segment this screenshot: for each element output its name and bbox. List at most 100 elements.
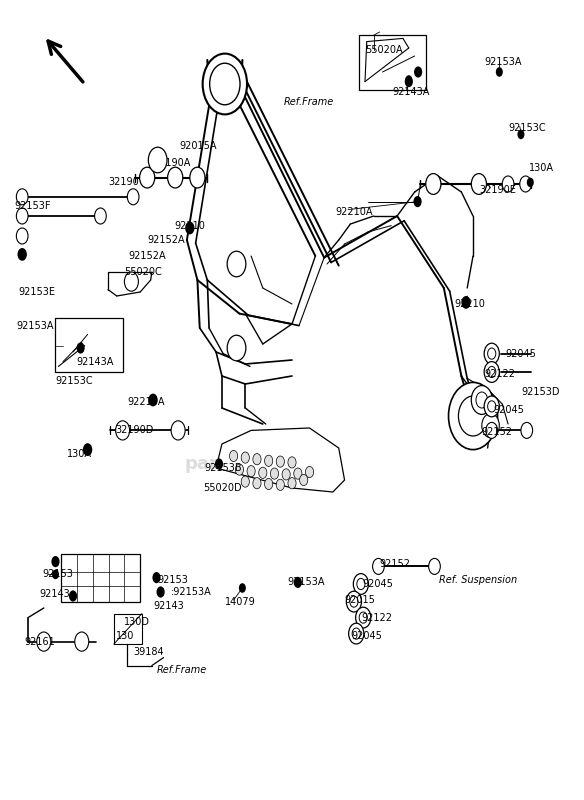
Circle shape	[210, 63, 240, 105]
Circle shape	[300, 474, 308, 486]
Circle shape	[484, 362, 499, 382]
Circle shape	[482, 414, 499, 438]
Text: 92210A: 92210A	[336, 207, 373, 217]
Text: A: A	[237, 259, 242, 269]
Text: 92122: 92122	[361, 613, 392, 622]
Circle shape	[230, 450, 238, 462]
Circle shape	[51, 556, 60, 567]
Text: 92143A: 92143A	[76, 357, 113, 366]
Text: Ref. Suspension: Ref. Suspension	[439, 575, 517, 585]
Circle shape	[83, 443, 92, 456]
Text: 92153E: 92153E	[19, 287, 55, 297]
Bar	[61, 554, 140, 602]
Circle shape	[414, 66, 422, 78]
Text: Ref.Frame: Ref.Frame	[283, 98, 333, 107]
Circle shape	[265, 478, 273, 490]
Text: 92152: 92152	[482, 427, 513, 437]
Text: 92143: 92143	[40, 589, 71, 598]
Circle shape	[75, 632, 89, 651]
Circle shape	[157, 586, 165, 598]
Circle shape	[471, 386, 492, 414]
Circle shape	[235, 464, 244, 475]
Text: 130: 130	[116, 631, 134, 641]
Circle shape	[16, 189, 28, 205]
Circle shape	[77, 342, 85, 354]
Text: partsRocket: partsRocket	[185, 455, 306, 473]
Text: 92045: 92045	[352, 631, 383, 641]
Text: 92153B: 92153B	[204, 463, 242, 473]
Text: A: A	[237, 343, 242, 353]
Circle shape	[215, 458, 223, 470]
Circle shape	[517, 130, 524, 139]
Circle shape	[458, 396, 488, 436]
Text: 92045: 92045	[362, 579, 393, 589]
Text: Ref.Frame: Ref.Frame	[157, 666, 207, 675]
Text: 92153C: 92153C	[508, 123, 545, 133]
Circle shape	[253, 478, 261, 489]
Text: 92143: 92143	[153, 602, 184, 611]
Circle shape	[426, 174, 441, 194]
Circle shape	[190, 167, 205, 188]
Circle shape	[282, 469, 290, 480]
Bar	[55, 318, 123, 372]
Text: 55020C: 55020C	[124, 267, 162, 277]
Circle shape	[253, 454, 261, 465]
Circle shape	[116, 421, 130, 440]
Circle shape	[405, 76, 413, 87]
Circle shape	[203, 54, 247, 114]
Circle shape	[16, 208, 28, 224]
Circle shape	[276, 456, 284, 467]
Circle shape	[294, 468, 302, 479]
Text: 92153D: 92153D	[521, 387, 559, 397]
Polygon shape	[216, 428, 345, 492]
Text: 92161: 92161	[25, 637, 55, 646]
Text: 92122: 92122	[485, 370, 516, 379]
Circle shape	[227, 335, 246, 361]
Text: A: A	[158, 155, 164, 165]
Text: 92152A: 92152A	[128, 251, 166, 261]
Circle shape	[373, 558, 384, 574]
Text: 55020A: 55020A	[365, 45, 402, 54]
Text: 92153C: 92153C	[55, 376, 93, 386]
Text: 92045: 92045	[493, 405, 524, 414]
Text: 92153: 92153	[42, 570, 73, 579]
Text: 39184: 39184	[133, 647, 164, 657]
Bar	[114, 614, 142, 644]
Text: 92153A: 92153A	[16, 322, 54, 331]
Circle shape	[140, 167, 155, 188]
Circle shape	[305, 466, 314, 478]
Circle shape	[185, 222, 194, 234]
Circle shape	[241, 476, 249, 487]
Circle shape	[353, 574, 369, 594]
Circle shape	[486, 422, 498, 438]
Text: 92210: 92210	[454, 299, 485, 309]
Circle shape	[241, 452, 249, 463]
Circle shape	[429, 558, 440, 574]
Circle shape	[356, 607, 371, 628]
Text: 32190E: 32190E	[479, 186, 516, 195]
Text: 92152A: 92152A	[147, 235, 185, 245]
Circle shape	[270, 468, 279, 479]
Circle shape	[276, 479, 284, 490]
Circle shape	[461, 296, 471, 309]
Circle shape	[288, 478, 296, 489]
Circle shape	[247, 466, 255, 477]
Circle shape	[259, 467, 267, 478]
Circle shape	[405, 75, 412, 85]
Text: 92153: 92153	[158, 575, 189, 585]
Circle shape	[69, 590, 77, 602]
Text: :92153A: :92153A	[171, 587, 211, 597]
Circle shape	[52, 570, 59, 579]
Text: 92015A: 92015A	[180, 141, 217, 150]
Circle shape	[488, 348, 496, 359]
Text: 92015: 92015	[345, 595, 376, 605]
Circle shape	[227, 251, 246, 277]
Circle shape	[95, 208, 106, 224]
Text: 92153A: 92153A	[287, 578, 325, 587]
Circle shape	[359, 612, 367, 623]
Bar	[359, 35, 426, 90]
Circle shape	[37, 632, 51, 651]
Circle shape	[349, 623, 364, 644]
Circle shape	[527, 178, 534, 187]
Text: 92152: 92152	[380, 559, 411, 569]
